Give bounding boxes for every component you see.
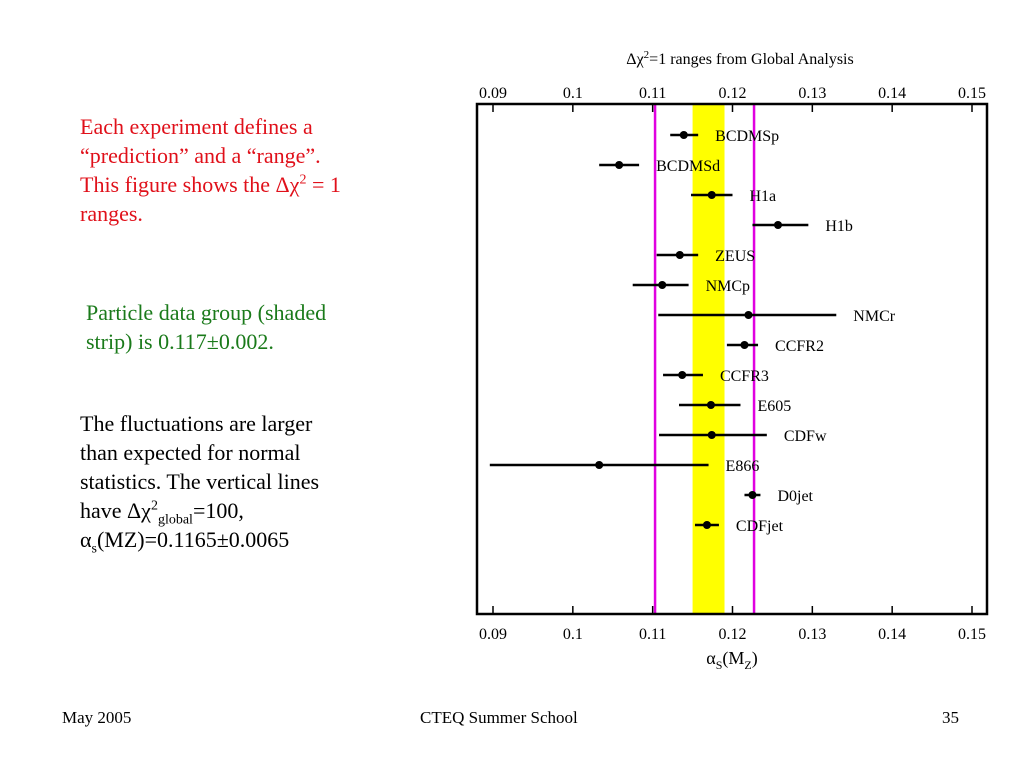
tick-marks [492, 104, 973, 614]
fluct-line-4-end: =100, [192, 498, 244, 523]
experiment-label: NMCp [706, 278, 750, 295]
fluct-alpha: α [80, 527, 92, 552]
data-point [707, 191, 716, 199]
top-tick-label: 0.1 [563, 85, 583, 102]
data-point [748, 491, 757, 499]
top-tick-labels: 0.09 0.1 0.11 0.12 0.13 0.14 0.15 [479, 85, 986, 102]
bottom-tick-label: 0.13 [798, 626, 826, 643]
intro-line-1: Each experiment defines a [80, 114, 313, 139]
fluct-line-3: statistics. The vertical lines [80, 469, 320, 494]
intro-line-2: “prediction” and a “range”. [80, 143, 321, 168]
intro-line-4: ranges. [80, 201, 143, 226]
range-bands [653, 104, 756, 614]
experiment-label: CDFjet [736, 518, 784, 535]
experiment-label: BCDMSd [656, 158, 720, 175]
fluct-line-2: than expected for normal [80, 440, 301, 465]
data-point [707, 431, 716, 439]
experiment-label: CCFR2 [775, 338, 824, 355]
data-point [658, 281, 667, 289]
bottom-tick-label: 0.1 [563, 626, 583, 643]
top-tick-label: 0.12 [719, 85, 747, 102]
data-points: BCDMSp BCDMSd H1a H1b ZEUS NMCp NMCr CCFR2 CCFR3… [489, 128, 896, 535]
bottom-tick-label: 0.09 [479, 626, 507, 643]
top-tick-label: 0.11 [639, 85, 666, 102]
data-point [675, 251, 684, 259]
top-tick-label: 0.09 [479, 85, 507, 102]
fluct-subscript-s: s [91, 541, 97, 557]
experiment-label: E866 [726, 458, 760, 475]
intro-line-3: This figure shows the Δχ [80, 172, 300, 197]
bottom-tick-label: 0.12 [719, 626, 747, 643]
data-point [679, 131, 688, 139]
experiment-label: ZEUS [715, 248, 755, 265]
footer-date: May 2005 [62, 708, 132, 727]
data-point [702, 521, 711, 529]
bottom-tick-labels: 0.09 0.1 0.11 0.12 0.13 0.14 0.15 [479, 626, 986, 643]
experiment-label: CDFw [784, 428, 827, 445]
data-point [678, 371, 687, 379]
pdg-line-2: strip) is 0.117±0.002. [86, 329, 274, 354]
pdg-line-1: Particle data group (shaded [86, 300, 327, 325]
fluct-subscript-global: global [157, 512, 193, 528]
pdg-shaded-strip [692, 104, 725, 614]
alpha-s-chart: Δχ2=1 ranges from Global Analysis 0.09 0.… [475, 49, 989, 672]
bottom-tick-label: 0.11 [639, 626, 666, 643]
x-axis-label: αS(MZ) [706, 648, 757, 672]
data-point [740, 341, 749, 349]
data-point [706, 401, 715, 409]
intro-text: Each experiment defines a “prediction” a… [80, 112, 440, 228]
intro-superscript: 2 [299, 172, 307, 188]
experiment-label: E605 [757, 398, 791, 415]
experiment-label: BCDMSp [715, 128, 779, 145]
data-point [595, 461, 604, 469]
fluct-superscript: 2 [150, 498, 158, 514]
data-point [774, 221, 783, 229]
experiment-label: D0jet [777, 488, 813, 505]
bottom-tick-label: 0.15 [958, 626, 986, 643]
experiment-label: CCFR3 [720, 368, 769, 385]
fluctuation-text: The fluctuations are larger than expecte… [80, 409, 410, 557]
top-tick-label: 0.14 [878, 85, 906, 102]
experiment-label: H1b [825, 218, 853, 235]
footer-title: CTEQ Summer School [420, 708, 578, 727]
chart-title: Δχ2=1 ranges from Global Analysis [626, 49, 853, 68]
experiment-label: H1a [750, 188, 777, 205]
data-point [615, 161, 624, 169]
data-point [744, 311, 753, 319]
fluct-line-5-end: (MZ)=0.1165±0.0065 [96, 527, 290, 552]
fluct-line-1: The fluctuations are larger [80, 411, 313, 436]
experiment-label: NMCr [853, 308, 895, 325]
top-tick-label: 0.15 [958, 85, 986, 102]
pdg-text: Particle data group (shaded strip) is 0.… [86, 298, 416, 356]
bottom-tick-label: 0.14 [878, 626, 906, 643]
top-tick-label: 0.13 [798, 85, 826, 102]
plot-frame [475, 102, 989, 616]
footer-page-number: 35 [942, 708, 959, 727]
intro-line-3-end: = 1 [306, 172, 341, 197]
fluct-line-4: have Δχ [80, 498, 151, 523]
